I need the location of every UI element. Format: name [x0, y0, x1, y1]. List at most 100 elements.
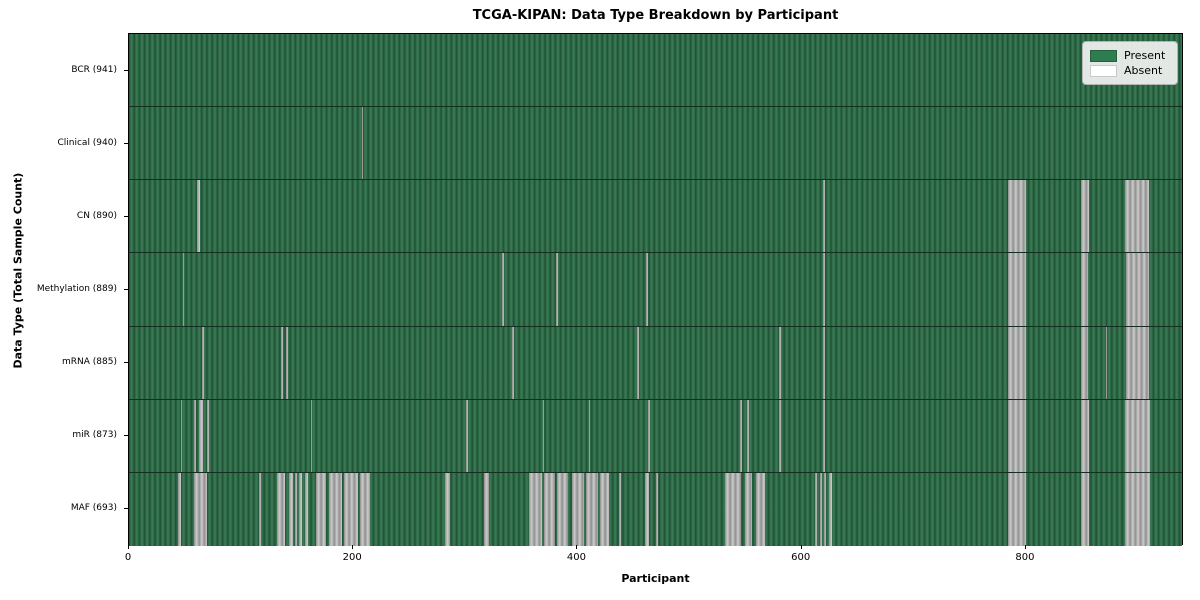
absent-stripe — [198, 399, 203, 472]
y-tick-mark — [124, 289, 128, 290]
absent-stripe — [755, 472, 765, 546]
absent-stripe — [445, 472, 450, 546]
absent-stripe — [648, 399, 650, 472]
heatmap-row-maf — [129, 472, 1182, 546]
absent-stripe — [1080, 399, 1089, 472]
absent-stripe — [259, 472, 261, 546]
x-tick-mark — [128, 545, 129, 549]
y-tick-label: Clinical (940) — [57, 137, 117, 148]
plot-area — [128, 33, 1183, 546]
heatmap-row-methylation — [129, 253, 1182, 327]
absent-stripe — [636, 326, 639, 399]
absent-stripe — [512, 326, 515, 399]
absent-stripe — [599, 472, 609, 546]
absent-stripe — [281, 326, 284, 399]
absent-stripe — [779, 399, 781, 472]
legend-label-absent: Absent — [1124, 64, 1163, 77]
absent-stripe — [746, 399, 749, 472]
heatmap-row-clinical — [129, 107, 1182, 181]
x-tick-mark — [1024, 545, 1026, 549]
absent-stripe — [197, 180, 200, 253]
absent-stripe — [557, 472, 569, 546]
absent-stripe — [1125, 253, 1150, 326]
y-tick-label: CN (890) — [76, 210, 117, 221]
absent-stripe — [1105, 326, 1108, 399]
absent-stripe — [328, 472, 343, 546]
y-tick-label: MAF (693) — [70, 503, 117, 514]
x-tick-mark — [800, 545, 802, 549]
absent-stripe — [542, 399, 545, 472]
heatmap-row-mrna — [129, 326, 1182, 400]
x-tick-label: 800 — [1015, 552, 1035, 563]
absent-stripe — [178, 472, 181, 546]
absent-stripe — [744, 472, 753, 546]
absent-stripe — [361, 107, 364, 180]
absent-stripe — [779, 326, 781, 399]
absent-stripe — [1124, 472, 1151, 546]
absent-stripe — [824, 472, 827, 546]
absent-stripe — [822, 326, 825, 399]
absent-stripe — [588, 399, 591, 472]
absent-stripe — [1080, 253, 1088, 326]
absent-stripe — [822, 399, 825, 472]
absent-stripe — [645, 253, 648, 326]
legend-item-absent: Absent — [1090, 64, 1169, 77]
absent-stripe — [571, 472, 585, 546]
absent-stripe — [529, 472, 542, 546]
absent-stripe — [484, 472, 489, 546]
y-tick-mark — [124, 69, 128, 71]
absent-stripe — [285, 326, 288, 399]
heatmap-row-bcr — [129, 34, 1182, 108]
absent-stripe — [359, 472, 371, 546]
absent-stripe — [1124, 180, 1150, 253]
legend-label-present: Present — [1124, 49, 1166, 62]
absent-stripe — [644, 472, 650, 546]
heatmap-row-mir — [129, 399, 1182, 473]
absent-stripe — [1007, 253, 1026, 326]
x-tick-mark — [352, 545, 354, 549]
absent-stripe — [466, 399, 469, 472]
absent-stripe — [502, 253, 504, 326]
absent-stripe — [828, 472, 832, 546]
x-tick-label: 0 — [124, 552, 132, 563]
y-tick-label: BCR (941) — [71, 64, 117, 75]
absent-stripe — [310, 399, 313, 472]
y-axis-label: Data Type (Total Sample Count) — [11, 172, 25, 369]
absent-stripe — [1007, 180, 1026, 253]
y-tick-mark — [124, 508, 128, 510]
x-tick-label: 600 — [791, 552, 811, 563]
absent-stripe — [819, 472, 822, 546]
y-tick-label: mRNA (885) — [62, 357, 117, 368]
y-tick-mark — [124, 142, 128, 144]
x-axis-label: Participant — [621, 572, 690, 585]
x-tick-label: 400 — [566, 552, 586, 563]
absent-stripe — [201, 326, 204, 399]
absent-stripe — [316, 472, 327, 546]
absent-stripe — [822, 180, 826, 253]
absent-stripe — [1125, 326, 1150, 399]
y-tick-mark — [124, 362, 128, 364]
absent-stripe — [1124, 399, 1151, 472]
legend: Present Absent — [1082, 41, 1178, 85]
absent-stripe — [276, 472, 285, 546]
absent-stripe — [1080, 180, 1089, 253]
absent-stripe — [815, 472, 818, 546]
chart-title: TCGA-KIPAN: Data Type Breakdown by Parti… — [472, 8, 839, 23]
legend-item-present: Present — [1090, 49, 1169, 62]
absent-stripe — [182, 253, 185, 326]
heatmap-row-cn — [129, 180, 1182, 254]
absent-stripe — [194, 399, 197, 472]
absent-stripe — [822, 253, 825, 326]
absent-stripe — [294, 472, 298, 546]
absent-stripe — [556, 253, 558, 326]
absent-stripe — [344, 472, 358, 546]
absent-swatch-icon — [1090, 64, 1117, 77]
y-tick-label: Methylation (889) — [36, 284, 117, 294]
absent-stripe — [1080, 326, 1088, 399]
x-tick-mark — [576, 545, 578, 549]
y-tick-mark — [124, 435, 128, 437]
x-tick-label: 200 — [342, 552, 362, 563]
absent-stripe — [207, 399, 210, 472]
absent-stripe — [1007, 472, 1026, 546]
